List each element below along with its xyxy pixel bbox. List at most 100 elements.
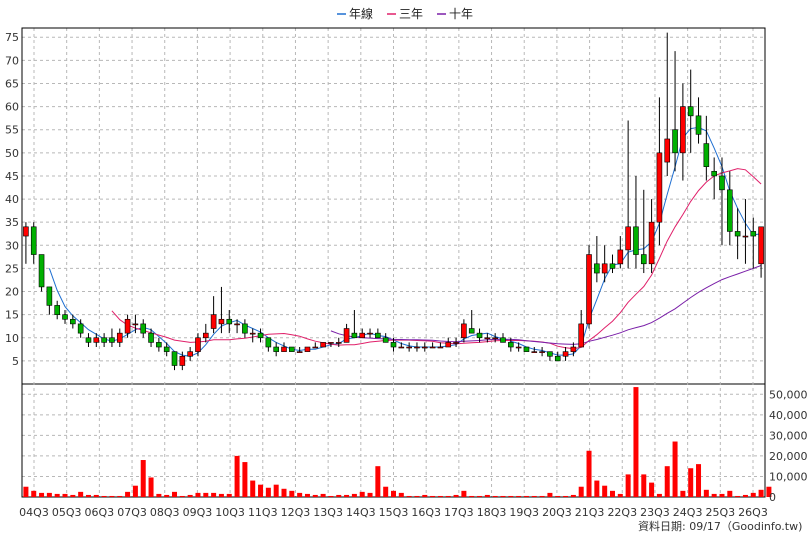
volume-bar [555,495,561,497]
candle-up [116,332,123,343]
candle-up [414,346,420,349]
volume-bar [78,491,84,497]
candle-down [719,175,725,191]
volume-bar [195,492,201,497]
ma-line-3 [330,265,762,345]
candle-up [539,351,545,353]
volume-bar [179,495,185,497]
candle-up [586,254,592,325]
footer-source-text: 資料日期: 09/17（Goodinfo.tw) [638,519,802,533]
volume-bar [367,492,373,497]
volume-bar [281,488,287,497]
candle-up [664,138,671,163]
volume-bar [688,468,694,497]
volume-bar [531,495,537,497]
candle-down [242,323,248,334]
volume-bar [85,494,91,497]
candle-down [257,332,264,339]
candle-down [609,263,616,269]
price-tick-label: 5 [12,355,19,368]
ma-line-1 [48,126,762,357]
volume-bar [680,490,686,497]
x-tick-label: 26Q3 [738,506,768,519]
candle-up [202,332,209,339]
candle-up [656,152,663,223]
volume-bar [469,495,475,497]
volume-bar [140,460,146,497]
x-tick-label: 23Q3 [640,506,670,519]
volume-bar [461,490,467,497]
volume-bar [735,495,741,497]
candle-up [210,314,217,329]
candle-down [695,115,702,135]
candle-down [476,332,483,339]
candle-up [328,342,334,344]
price-tick-label: 30 [5,239,19,252]
volume-bar [203,492,209,497]
volume-bar [109,495,115,497]
x-tick-label: 04Q3 [19,506,49,519]
x-tick-label: 07Q3 [117,506,147,519]
volume-bar [391,490,396,497]
volume-bar [242,462,248,497]
candle-down [163,346,170,352]
candle-down [672,129,678,154]
volume-bar [766,486,772,497]
x-axis-ticks: 04Q3 05Q3 06Q3 07Q3 08Q3 09Q3 10Q3 11Q3 12Q3 13Q3… [19,506,768,519]
volume-bar [187,494,193,497]
volume-bar [226,493,232,497]
candle-up [281,346,287,352]
volume-bar [742,494,748,497]
volume-bar [148,477,154,497]
volume-bar [39,492,45,497]
x-tick-label: 10Q3 [215,506,245,519]
candle-down [148,332,154,343]
candle-down [500,337,506,343]
price-tick-label: 50 [5,147,19,160]
candle-down [633,226,639,255]
volume-bar [54,493,60,497]
volume-bar [383,486,389,497]
candle-up [758,226,764,265]
x-tick-label: 25Q3 [705,506,735,519]
candle-down [711,171,717,177]
candle-down [468,328,475,334]
candle-down [85,337,92,343]
candle-up [742,235,749,238]
volume-bar [125,491,131,497]
volume-bar [727,490,733,497]
volume-bar [375,466,381,497]
candle-up [23,226,29,237]
volume-bar [609,490,615,497]
candle-down [640,254,647,265]
candle-down [734,231,741,237]
candlesticks [23,32,764,371]
price-tick-label: 75 [5,31,19,44]
volume-bar [297,492,303,497]
x-tick-label: 17Q3 [444,506,474,519]
candle-up [398,346,405,349]
volume-bar [328,495,334,497]
volume-bar [23,486,29,497]
volume-bar [570,494,576,497]
candle-down [547,351,553,357]
volume-bar [586,450,592,497]
volume-bar [172,491,178,497]
candle-up [617,249,624,265]
candle-up [234,323,240,326]
price-tick-label: 25 [5,262,19,275]
volume-bar [711,493,717,497]
candle-down [727,189,733,232]
moving-averages [48,126,762,357]
volume-bar [617,493,623,497]
candle-down [351,332,358,339]
legend-label: 十年 [449,7,473,21]
x-tick-label: 20Q3 [542,506,572,519]
volume-bar [758,489,764,497]
candle-down [273,346,279,352]
candle-up [429,346,436,349]
volume-tick-label: 40,000 [769,409,808,422]
candle-up [680,106,686,154]
candle-up [437,346,444,349]
